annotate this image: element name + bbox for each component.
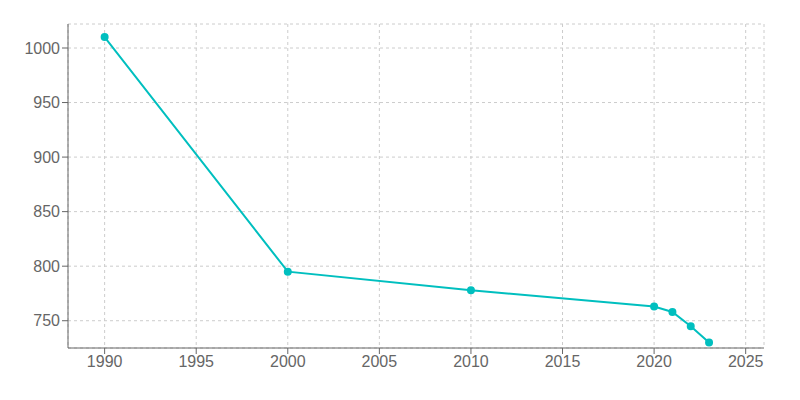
svg-text:2015: 2015 — [545, 353, 581, 370]
svg-text:2005: 2005 — [362, 353, 398, 370]
svg-text:1000: 1000 — [24, 40, 60, 57]
svg-text:2010: 2010 — [453, 353, 489, 370]
svg-text:1990: 1990 — [87, 353, 123, 370]
svg-text:950: 950 — [33, 94, 60, 111]
svg-text:1995: 1995 — [178, 353, 214, 370]
svg-text:900: 900 — [33, 149, 60, 166]
svg-text:2000: 2000 — [270, 353, 306, 370]
svg-text:2025: 2025 — [728, 353, 764, 370]
svg-text:750: 750 — [33, 312, 60, 329]
svg-text:800: 800 — [33, 258, 60, 275]
svg-text:850: 850 — [33, 203, 60, 220]
svg-text:2020: 2020 — [636, 353, 672, 370]
